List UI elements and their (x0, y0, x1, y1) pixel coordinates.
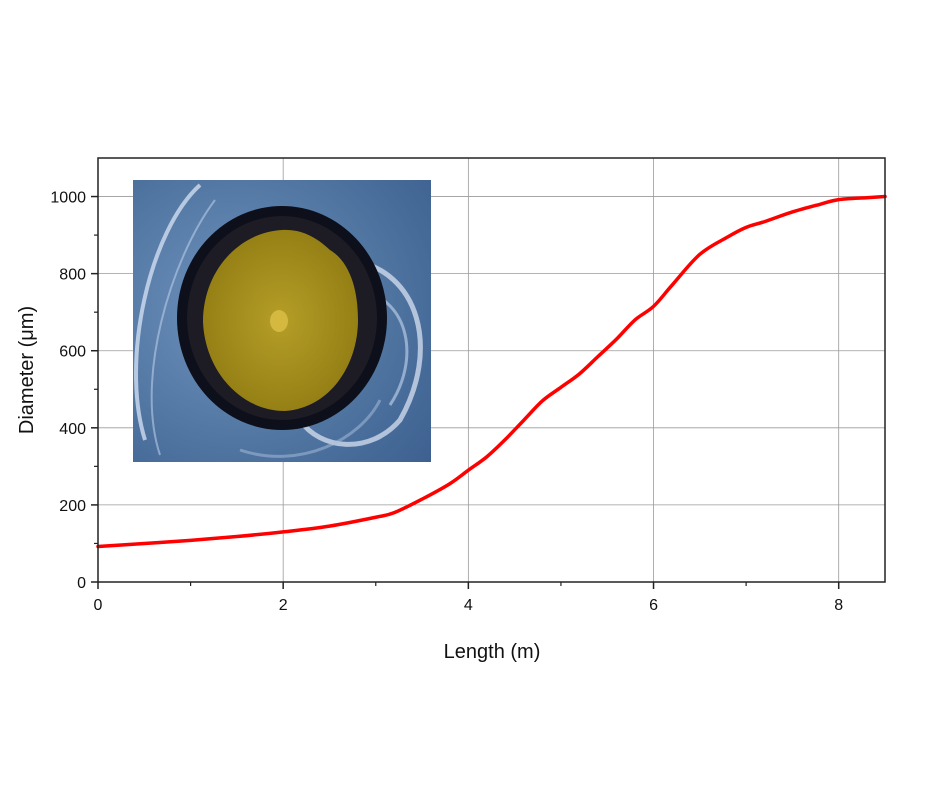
axis-ticks (91, 195, 840, 589)
y-tick-label: 1000 (50, 190, 86, 207)
plot-frame (97, 157, 886, 583)
series-line (96, 194, 887, 549)
x-tick-label: 8 (834, 597, 843, 614)
x-axis-title: Length (m) (444, 641, 541, 663)
x-tick-label: 2 (279, 597, 288, 614)
y-tick-label: 200 (59, 498, 86, 515)
y-tick-label: 400 (59, 421, 86, 438)
x-tick-label: 0 (94, 597, 103, 614)
y-tick-labels: 0 200 400 600 800 1000 (50, 190, 86, 592)
y-tick-label: 800 (59, 267, 86, 284)
y-axis-title: Diameter (μm) (16, 306, 38, 434)
x-tick-labels: 0 2 4 6 8 (94, 597, 844, 614)
y-tick-label: 600 (59, 344, 86, 361)
inset-micrograph (133, 180, 431, 462)
x-tick-label: 4 (464, 597, 473, 614)
x-tick-label: 6 (649, 597, 658, 614)
y-tick-label: 0 (77, 575, 86, 592)
